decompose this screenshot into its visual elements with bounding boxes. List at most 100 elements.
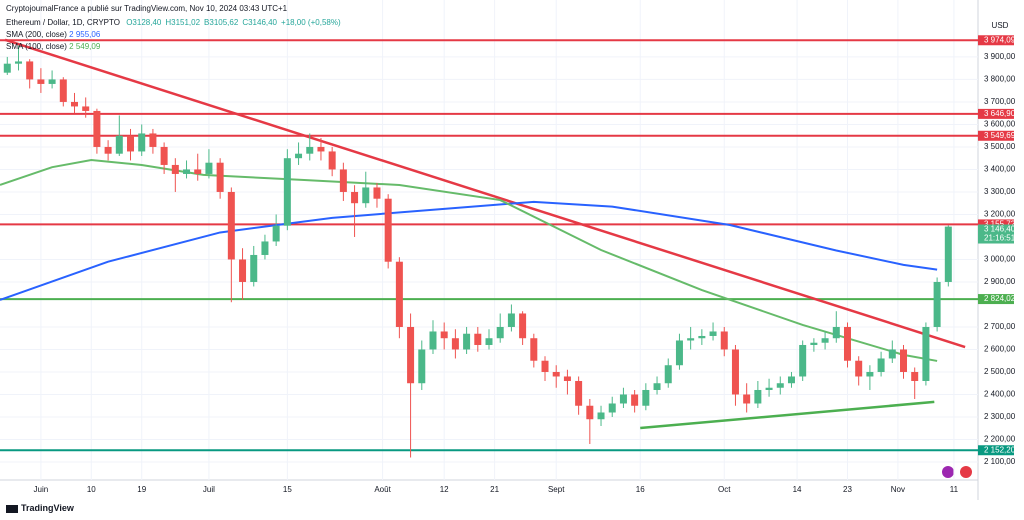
x-tick-label: Août (374, 485, 391, 494)
y-tick-label: 2 300,00 (984, 412, 1016, 421)
candle-body (194, 169, 202, 174)
y-tick-label: 3 600,00 (984, 120, 1016, 129)
y-tick-label: 2 600,00 (984, 345, 1016, 354)
y-tick-label: 2 100,00 (984, 457, 1016, 466)
candle-body (877, 358, 885, 372)
candle-body (149, 133, 157, 147)
y-tick-label: 3 400,00 (984, 165, 1016, 174)
candle-body (731, 349, 739, 395)
flag-icon (960, 466, 972, 478)
candle-body (575, 380, 583, 406)
candle-body (351, 191, 359, 204)
y-tick-label: 2 200,00 (984, 435, 1016, 444)
y-tick-label: 2 500,00 (984, 367, 1016, 376)
candle-body (597, 412, 605, 420)
x-tick-label: 14 (793, 485, 802, 494)
candle-body (429, 331, 437, 350)
sma-legend: SMA (100, close) 2 549,09 (6, 42, 100, 51)
candle-body (183, 169, 191, 174)
candle-body (59, 79, 67, 102)
x-tick-label: Juil (203, 485, 215, 494)
last-price-bg (978, 224, 1014, 244)
symbol-legend: Ethereum / Dollar, 1D, CRYPTO O3128,40 H3… (6, 18, 341, 27)
trend-line (4, 38, 966, 349)
event-icon (942, 466, 954, 478)
x-tick-label: Sept (548, 485, 565, 494)
y-tick-label: 3 800,00 (984, 75, 1016, 84)
candle-body (306, 146, 314, 154)
candle-body (933, 281, 941, 327)
last-price: 3 146,40 (984, 225, 1016, 234)
candle-body (541, 360, 549, 372)
sma-value: 2 549,09 (69, 42, 101, 51)
candle-body (160, 146, 168, 165)
candle-body (384, 198, 392, 262)
candle-body (619, 394, 627, 404)
candle-body (138, 133, 146, 152)
candle-body (855, 360, 863, 377)
candle-body (911, 371, 919, 381)
candle-body (608, 403, 616, 413)
candle-body (474, 333, 482, 345)
x-tick-label: 12 (440, 485, 449, 494)
candle-body (507, 313, 515, 327)
candle-body (250, 254, 258, 282)
candle-body (552, 371, 560, 377)
candle-body (283, 158, 291, 226)
x-tick-label: 19 (137, 485, 146, 494)
chart: USD 3 900,00 3 800,00 3 700,00 3 600,00 3 50… (0, 0, 1016, 500)
level-label: 3 549,69 (984, 131, 1016, 140)
plot (0, 0, 978, 480)
candle-body (653, 383, 661, 390)
candle-body (821, 338, 829, 343)
candle-body (530, 338, 538, 361)
sma-name: SMA (100, close) (6, 42, 67, 51)
candle-body (227, 191, 235, 260)
sma-line (0, 200, 938, 301)
candle-body (843, 326, 851, 361)
level-label: 3 155,72 (984, 220, 1016, 229)
candle-body (3, 63, 11, 73)
candle-body (395, 261, 403, 327)
footer-text: TradingView (21, 503, 74, 513)
candle-body (810, 342, 818, 345)
symbol: Ethereum / Dollar, 1D, CRYPTO (6, 18, 120, 27)
candle-body (631, 394, 639, 406)
level-label: 3 646,90 (984, 109, 1016, 118)
candle-body (866, 371, 874, 377)
sma-name: SMA (200, close) (6, 30, 67, 39)
y-tick-label: 3 900,00 (984, 52, 1016, 61)
candle-body (765, 387, 773, 390)
candle-body (698, 335, 706, 339)
trend-line (640, 400, 935, 430)
x-tick-label: 15 (283, 485, 292, 494)
candle-body (272, 225, 280, 242)
candle-body (407, 326, 415, 384)
publisher: CryptojournalFrance a publié sur Trading… (6, 4, 288, 13)
candle-body (743, 394, 751, 404)
ohlc-value: B3105,62 (204, 18, 239, 27)
candle-body (687, 338, 695, 341)
candle-body (440, 331, 448, 339)
candle-body (664, 365, 672, 384)
candle-body (888, 349, 896, 359)
candle-body (205, 162, 213, 174)
candle-body (754, 389, 762, 404)
x-tick-label: Oct (718, 485, 731, 494)
level-label-bg (978, 294, 1014, 305)
x-tick-label: 21 (490, 485, 499, 494)
level-label-bg (978, 108, 1014, 119)
candle-body (586, 405, 594, 420)
x-tick-label: 16 (636, 485, 645, 494)
candle-body (362, 187, 370, 204)
footer: TradingView (6, 503, 74, 513)
candle-body (519, 313, 527, 339)
y-tick-label: 2 900,00 (984, 277, 1016, 286)
sma-legend: SMA (200, close) 2 955,06 (6, 30, 100, 39)
candle-body (37, 79, 45, 84)
candle-body (216, 162, 224, 192)
candle-body (776, 383, 784, 388)
x-tick-label: 23 (843, 485, 852, 494)
level-label: 2 824,02 (984, 294, 1016, 303)
candle-body (239, 259, 247, 282)
